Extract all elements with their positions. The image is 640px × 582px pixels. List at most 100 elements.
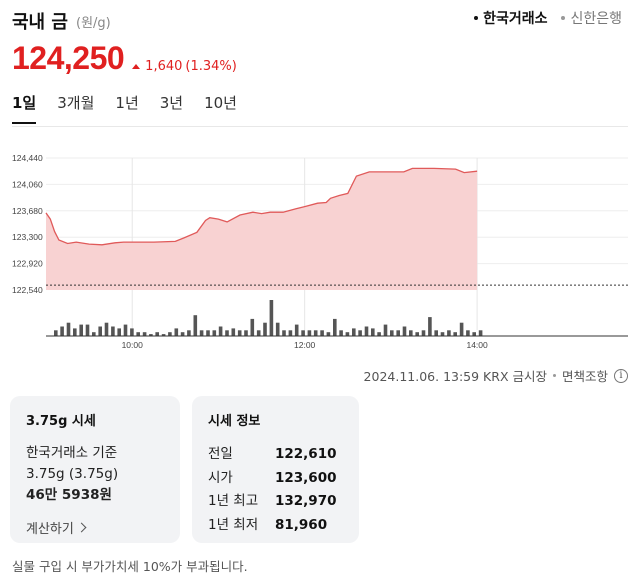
divider <box>12 126 628 127</box>
x-tick-label: 14:00 <box>466 340 488 350</box>
volume-bar <box>193 315 198 336</box>
volume-bar <box>250 318 255 336</box>
volume-bar <box>478 330 483 336</box>
source-tab-label: 한국거래소 <box>483 11 548 27</box>
info-row: 시가 123,600 <box>208 467 343 491</box>
price-info-card: 시세 정보 전일 122,610 시가 123,600 1년 최고 132,97… <box>192 396 359 543</box>
page-title: 국내 금 <box>12 12 68 33</box>
volume-bar <box>111 326 115 336</box>
price-row: 124,250 1,640 (1.34%) <box>12 40 237 80</box>
header: 국내 금 (원/g) 한국거래소 신한은행 <box>12 6 628 33</box>
card-title: 3.75g 시세 <box>26 414 96 429</box>
y-tick-label: 123,680 <box>12 206 43 216</box>
volume-bar <box>117 328 121 336</box>
volume-bar <box>282 330 286 336</box>
y-tick-label: 122,920 <box>12 259 43 269</box>
y-tick-label: 124,060 <box>12 179 43 189</box>
volume-bar <box>409 330 413 336</box>
volume-bar <box>244 330 248 336</box>
info-row: 전일 122,610 <box>208 443 343 467</box>
change-percent: (1.34%) <box>185 59 237 74</box>
volume-bar <box>333 318 337 336</box>
volume-bar <box>85 324 90 336</box>
volume-bar <box>212 330 217 336</box>
chart-meta: 2024.11.06. 13:59 KRX 금시장 면책조항 i <box>364 366 628 385</box>
volume-bar <box>466 330 470 336</box>
volume-bar <box>352 328 356 336</box>
info-key: 시가 <box>208 469 233 486</box>
info-key: 1년 최저 <box>208 516 259 533</box>
volume-bar <box>301 330 305 336</box>
volume-bar <box>66 322 71 336</box>
volume-bar <box>136 332 140 336</box>
volume-bar <box>149 334 153 336</box>
basis-label: 한국거래소 기준 <box>26 445 118 461</box>
volume-bar <box>345 332 350 336</box>
volume-bar <box>263 322 267 336</box>
volume-bar <box>104 322 109 336</box>
volume-bar <box>320 330 324 336</box>
source-tab-label: 신한은행 <box>570 11 622 27</box>
price-375g: 46만 5938원 <box>26 487 112 503</box>
volume-bar <box>54 330 58 336</box>
vat-notice: 실물 구입 시 부가가치세 10%가 부과됩니다. <box>12 559 248 574</box>
unit-label: (원/g) <box>76 16 111 31</box>
y-tick-label: 123,300 <box>12 232 43 242</box>
info-key: 1년 최고 <box>208 493 259 509</box>
gold-375g-card: 3.75g 시세 한국거래소 기준 3.75g (3.75g) 46만 5938… <box>10 396 180 543</box>
y-tick-label: 122,540 <box>12 285 43 295</box>
volume-bar <box>440 332 445 336</box>
source-tab-krx[interactable]: 한국거래소 <box>474 8 547 28</box>
period-tabs: 1일 3개월 1년 3년 10년 <box>12 92 258 124</box>
info-row: 1년 최저 81,960 <box>208 514 343 538</box>
x-tick-label: 10:00 <box>122 340 144 350</box>
price-chart[interactable]: 124,440 124,060 123,680 123,300 122,920 122,5… <box>0 140 640 360</box>
volume-bar <box>218 326 223 336</box>
tab-10y[interactable]: 10년 <box>204 94 237 112</box>
tab-1y[interactable]: 1년 <box>115 94 139 112</box>
volume-bar <box>428 317 432 336</box>
volume-bar <box>472 332 476 336</box>
volume-bar <box>415 332 419 336</box>
volume-bar <box>98 326 102 336</box>
separator-dot <box>552 374 556 377</box>
volume-bar <box>383 324 388 336</box>
price-line <box>45 167 478 246</box>
volume-bar <box>199 330 204 336</box>
price-change: 1,640 (1.34%) <box>132 59 237 74</box>
source-tab-shinhan[interactable]: 신한은행 <box>561 8 622 28</box>
card-title: 시세 정보 <box>208 414 261 429</box>
volume-bar <box>161 334 166 336</box>
volume-bar <box>92 332 96 336</box>
volume-bar <box>79 324 83 336</box>
price-area <box>46 168 478 290</box>
dot-icon <box>474 16 479 20</box>
info-icon[interactable]: i <box>614 368 628 383</box>
volume-bar <box>313 330 318 336</box>
change-value: 1,640 <box>145 59 183 74</box>
volume-bar <box>180 332 185 336</box>
volume-bar <box>377 332 381 336</box>
volume-bar <box>130 328 134 336</box>
dot-icon <box>561 16 566 20</box>
volume-bar <box>155 332 159 336</box>
weight-label: 3.75g (3.75g) <box>26 466 119 482</box>
volume-bar <box>434 330 438 336</box>
volume-bar <box>60 326 64 336</box>
info-key: 전일 <box>208 446 233 462</box>
tab-3m[interactable]: 3개월 <box>57 94 95 112</box>
volume-bar <box>294 324 299 336</box>
timestamp: 2024.11.06. 13:59 KRX 금시장 <box>363 369 547 384</box>
volume-bar <box>402 326 407 336</box>
calculate-button[interactable]: 계산하기 <box>26 518 164 537</box>
tab-1d[interactable]: 1일 <box>12 92 37 124</box>
volume-bar <box>187 330 191 336</box>
x-tick-label: 12:00 <box>294 340 316 350</box>
disclaimer-link[interactable]: 면책조항 <box>561 369 608 384</box>
tab-3y[interactable]: 3년 <box>159 94 184 112</box>
volume-bar <box>339 330 343 336</box>
volume-bar <box>206 330 210 336</box>
volume-bar <box>421 330 426 336</box>
volume-bar <box>231 328 236 336</box>
volume-bar <box>269 300 274 336</box>
